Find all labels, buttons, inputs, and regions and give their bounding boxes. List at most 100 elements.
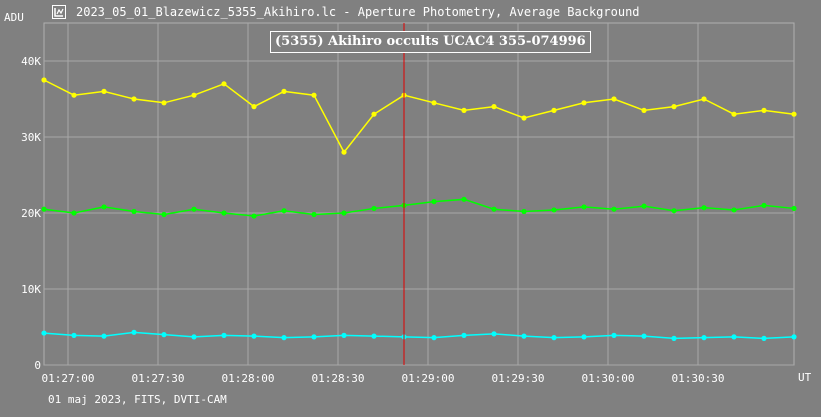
data-point	[281, 335, 287, 341]
data-point	[641, 333, 647, 339]
data-point	[581, 100, 587, 106]
data-point	[551, 207, 557, 213]
data-point	[731, 207, 737, 213]
data-point	[101, 204, 107, 210]
data-point	[641, 107, 647, 113]
data-point	[431, 100, 437, 106]
data-point	[41, 77, 47, 83]
data-point	[791, 111, 797, 117]
x-tick-label: 01:30:00	[582, 372, 635, 385]
series-line-1	[43, 198, 795, 217]
data-point	[761, 202, 767, 208]
data-point	[551, 335, 557, 341]
data-point	[191, 334, 197, 340]
data-point	[581, 204, 587, 210]
data-point	[611, 96, 617, 102]
data-point	[341, 332, 347, 338]
data-point	[71, 332, 77, 338]
data-point	[101, 88, 107, 94]
data-point	[731, 111, 737, 117]
data-point	[131, 208, 137, 215]
footer-info: 01 maj 2023, FITS, DVTI-CAM	[48, 393, 227, 406]
data-point	[221, 332, 227, 338]
data-point	[131, 329, 137, 335]
y-axis-label: ADU	[4, 11, 24, 24]
data-point	[161, 100, 167, 106]
x-tick-label: 01:28:00	[222, 372, 275, 385]
data-point	[251, 213, 257, 219]
data-point	[311, 334, 317, 340]
axis-ticks: 0 10K 20K 30K 40K 01:27:00 01:27:30 01:28:00 01:…	[21, 55, 724, 385]
y-tick-label: 0	[34, 359, 41, 372]
data-point	[431, 335, 437, 341]
data-point	[671, 335, 677, 341]
chart-series	[41, 77, 797, 341]
data-point	[371, 333, 377, 339]
data-point	[521, 333, 527, 339]
data-point	[221, 210, 227, 216]
data-point	[491, 206, 497, 212]
data-point	[191, 206, 197, 212]
data-point	[611, 332, 617, 338]
data-point	[761, 107, 767, 113]
data-point	[461, 196, 467, 202]
data-point	[491, 331, 497, 337]
data-point	[701, 96, 707, 102]
data-point	[41, 206, 47, 212]
x-axis-label: UT	[798, 371, 812, 384]
series-line-2	[43, 331, 795, 340]
data-point	[71, 92, 77, 98]
data-point	[341, 149, 347, 155]
chart-app-icon[interactable]	[52, 5, 66, 19]
data-point	[251, 333, 257, 339]
data-point	[251, 104, 257, 110]
data-point	[281, 88, 287, 94]
data-point	[221, 81, 227, 87]
plot-frame	[43, 22, 795, 366]
data-point	[161, 332, 167, 338]
data-point	[461, 107, 467, 113]
data-point	[521, 208, 527, 215]
data-point	[671, 208, 677, 214]
x-tick-label: 01:27:00	[42, 372, 95, 385]
data-point	[41, 330, 47, 336]
x-tick-label: 01:27:30	[132, 372, 185, 385]
y-tick-label: 30K	[21, 131, 41, 144]
data-point	[131, 96, 137, 102]
data-point	[791, 205, 797, 212]
chart-title: (5355) Akihiro occults UCAC4 355-074996	[270, 31, 591, 53]
data-point	[311, 211, 317, 218]
y-tick-label: 40K	[21, 55, 41, 68]
data-point	[101, 333, 107, 339]
data-point	[491, 104, 497, 110]
x-tick-label: 01:30:30	[672, 372, 725, 385]
data-point	[281, 208, 287, 214]
data-point	[701, 335, 707, 341]
data-point	[371, 205, 377, 212]
data-point	[521, 115, 527, 121]
y-tick-label: 10K	[21, 283, 41, 296]
data-point	[671, 104, 677, 110]
data-point	[611, 206, 617, 212]
data-point	[641, 203, 647, 209]
data-point	[581, 334, 587, 340]
chart-grid	[43, 22, 795, 366]
window-title-bar: 2023_05_01_Blazewicz_5355_Akihiro.lc - A…	[0, 0, 821, 24]
window-title: 2023_05_01_Blazewicz_5355_Akihiro.lc - A…	[76, 5, 640, 19]
data-point	[311, 92, 317, 98]
data-point	[761, 335, 767, 341]
data-point	[701, 205, 707, 211]
data-point	[341, 210, 347, 216]
data-point	[731, 334, 737, 340]
y-tick-label: 20K	[21, 207, 41, 220]
data-point	[461, 332, 467, 338]
data-point	[371, 111, 377, 117]
data-point	[161, 211, 167, 218]
data-point	[431, 199, 437, 205]
data-point	[71, 210, 77, 216]
x-tick-label: 01:28:30	[312, 372, 365, 385]
x-tick-label: 01:29:00	[402, 372, 455, 385]
data-point	[791, 334, 797, 340]
data-point	[551, 107, 557, 113]
